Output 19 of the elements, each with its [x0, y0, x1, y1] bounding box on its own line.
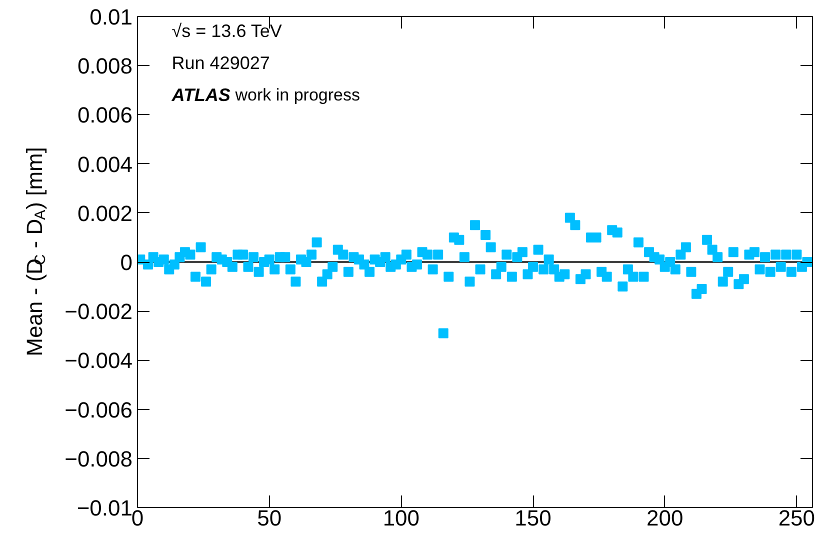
y-tick-label: −0.002 — [64, 299, 133, 324]
y-tick-label: 0.008 — [77, 54, 133, 79]
y-tick-label: −0.004 — [64, 348, 133, 374]
y-tick-label: 0 — [120, 250, 133, 275]
x-tick-label: 150 — [514, 506, 552, 530]
y-tick-label: 0.006 — [77, 102, 133, 128]
y-tick-label: 0.002 — [77, 200, 133, 226]
annotation: ATLAS work in progress — [170, 85, 360, 106]
y-tick-label: −0.01 — [76, 496, 133, 520]
x-tick-label: 200 — [646, 506, 684, 530]
y-tick-label: 0.01 — [90, 4, 133, 30]
annotation: √s = 13.6 TeV — [172, 21, 282, 42]
y-tick-label: 0.004 — [77, 152, 133, 177]
y-tick-label: −0.006 — [64, 397, 133, 422]
y-tick-label: −0.008 — [64, 446, 133, 472]
x-tick-label: 100 — [382, 506, 420, 530]
annotation: Run 429027 — [172, 53, 270, 74]
x-tick-label: 250 — [778, 506, 816, 530]
x-tick-label: 50 — [257, 506, 282, 530]
